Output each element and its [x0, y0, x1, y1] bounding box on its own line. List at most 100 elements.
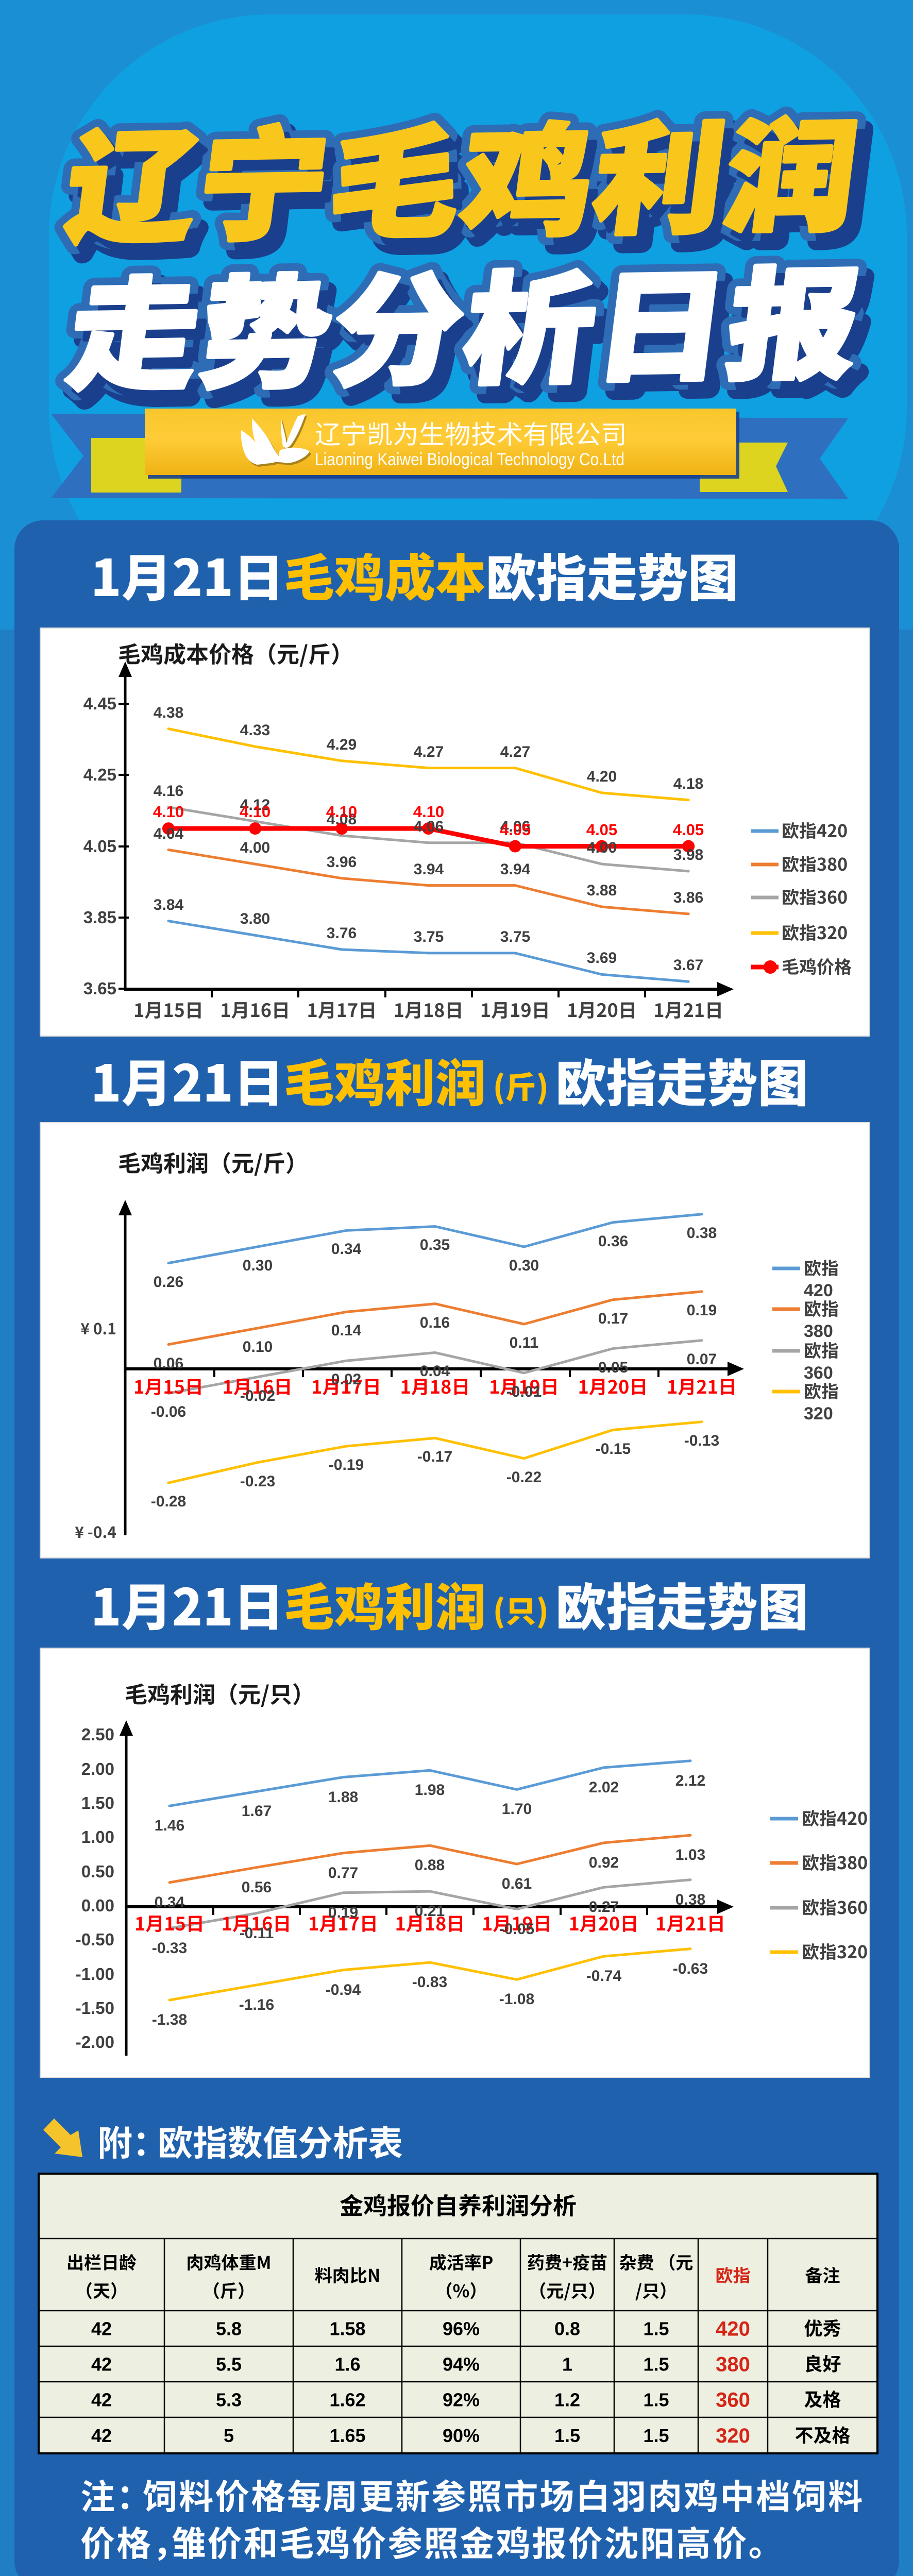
- svg-text:1.5: 1.5: [554, 2425, 580, 2446]
- svg-text:-0.06: -0.06: [151, 1403, 186, 1420]
- svg-text:-0.11: -0.11: [240, 1925, 274, 1942]
- svg-text:0.56: 0.56: [242, 1879, 272, 1896]
- svg-text:0.10: 0.10: [243, 1338, 273, 1355]
- svg-text:-1.50: -1.50: [76, 1998, 114, 2018]
- svg-text:4.45: 4.45: [83, 694, 116, 713]
- svg-text:0.77: 0.77: [328, 1865, 358, 1882]
- svg-text:4.10: 4.10: [413, 803, 444, 821]
- svg-text:-0.05: -0.05: [499, 1921, 534, 1938]
- svg-text:4.00: 4.00: [587, 839, 617, 856]
- svg-text:1.65: 1.65: [329, 2425, 365, 2446]
- svg-text:4.10: 4.10: [153, 803, 184, 821]
- svg-text:4.27: 4.27: [414, 743, 444, 760]
- svg-text:0.21: 0.21: [415, 1903, 445, 1920]
- svg-text:1.62: 1.62: [329, 2389, 365, 2411]
- svg-text:3.94: 3.94: [500, 861, 531, 878]
- svg-text:0.27: 0.27: [589, 1899, 619, 1916]
- svg-text:320: 320: [804, 1404, 833, 1423]
- svg-text:3.84: 3.84: [154, 896, 184, 913]
- svg-text:320: 320: [716, 2425, 750, 2447]
- svg-text:4.05: 4.05: [500, 821, 531, 839]
- svg-text:4.10: 4.10: [240, 803, 270, 821]
- svg-text:-0.13: -0.13: [684, 1432, 719, 1449]
- svg-text:4.08: 4.08: [327, 811, 357, 828]
- svg-text:0.04: 0.04: [420, 1363, 450, 1380]
- svg-text:4.18: 4.18: [673, 775, 703, 792]
- svg-text:1.5: 1.5: [643, 2318, 669, 2340]
- svg-text:-1.08: -1.08: [499, 1991, 534, 2008]
- svg-text:3.75: 3.75: [500, 928, 530, 945]
- svg-text:-0.15: -0.15: [596, 1440, 631, 1458]
- svg-text:0.05: 0.05: [598, 1359, 628, 1376]
- svg-text:4.04: 4.04: [154, 825, 184, 842]
- svg-text:5: 5: [224, 2425, 234, 2446]
- svg-text:360: 360: [804, 1363, 833, 1383]
- svg-text:90%: 90%: [443, 2425, 480, 2446]
- svg-text:420: 420: [716, 2318, 750, 2341]
- svg-text:0.26: 0.26: [154, 1274, 183, 1291]
- svg-text:1.5: 1.5: [643, 2425, 669, 2446]
- svg-text:-0.17: -0.17: [417, 1448, 452, 1465]
- svg-text:380: 380: [804, 1321, 833, 1341]
- svg-text:4.05: 4.05: [586, 821, 617, 839]
- svg-text:1.46: 1.46: [155, 1817, 184, 1834]
- svg-text:0.30: 0.30: [509, 1257, 539, 1274]
- svg-text:2.02: 2.02: [589, 1779, 619, 1796]
- svg-text:3.80: 3.80: [240, 910, 270, 927]
- svg-text:-0.01: -0.01: [506, 1383, 542, 1400]
- svg-text:0.19: 0.19: [687, 1302, 717, 1319]
- svg-text:96%: 96%: [443, 2318, 480, 2340]
- svg-text:-0.23: -0.23: [240, 1473, 275, 1490]
- svg-text:4.16: 4.16: [154, 783, 183, 800]
- svg-text:42: 42: [91, 2425, 112, 2446]
- svg-text:420: 420: [804, 1281, 833, 1300]
- svg-text:3.65: 3.65: [83, 979, 116, 998]
- svg-text:3.96: 3.96: [327, 854, 357, 871]
- svg-text:1.98: 1.98: [415, 1782, 445, 1799]
- svg-text:380: 380: [716, 2353, 750, 2376]
- svg-text:4.20: 4.20: [587, 768, 617, 785]
- svg-text:1: 1: [562, 2354, 572, 2375]
- svg-text:1.6: 1.6: [334, 2354, 360, 2375]
- svg-text:0.34: 0.34: [331, 1241, 362, 1258]
- svg-text:0.02: 0.02: [331, 1371, 361, 1388]
- svg-text:1.03: 1.03: [675, 1846, 705, 1863]
- svg-text:-0.28: -0.28: [151, 1493, 186, 1510]
- svg-text:0.16: 0.16: [420, 1314, 450, 1331]
- svg-text:3.86: 3.86: [673, 889, 703, 906]
- svg-text:0.17: 0.17: [598, 1310, 628, 1327]
- svg-text:0.07: 0.07: [687, 1351, 717, 1368]
- svg-text:1.70: 1.70: [502, 1801, 532, 1818]
- svg-text:3.76: 3.76: [327, 925, 357, 942]
- svg-text:0.06: 0.06: [154, 1355, 183, 1372]
- svg-text:-0.63: -0.63: [673, 1960, 708, 1977]
- svg-text:-1.38: -1.38: [152, 2011, 187, 2028]
- svg-text:0.36: 0.36: [598, 1233, 628, 1250]
- svg-text:4.06: 4.06: [414, 818, 444, 835]
- svg-text:4.38: 4.38: [154, 704, 183, 721]
- svg-text:1.67: 1.67: [242, 1803, 272, 1820]
- svg-text:1.5: 1.5: [643, 2389, 669, 2411]
- svg-text:4.12: 4.12: [240, 796, 270, 814]
- svg-text:1.5: 1.5: [643, 2354, 669, 2375]
- svg-text:3.85: 3.85: [83, 908, 116, 927]
- svg-text:4.27: 4.27: [500, 743, 530, 760]
- svg-text:0.88: 0.88: [415, 1857, 445, 1874]
- svg-text:0.61: 0.61: [502, 1875, 532, 1892]
- svg-text:-1.16: -1.16: [239, 1996, 274, 2013]
- svg-text:0.11: 0.11: [510, 1334, 539, 1351]
- svg-text:2.50: 2.50: [81, 1725, 114, 1744]
- svg-text:360: 360: [716, 2389, 750, 2412]
- svg-text:-0.74: -0.74: [586, 1968, 622, 1985]
- svg-text:3.98: 3.98: [673, 846, 703, 863]
- svg-text:4.06: 4.06: [500, 818, 530, 835]
- svg-text:1.2: 1.2: [554, 2389, 580, 2411]
- svg-text:1.00: 1.00: [81, 1827, 114, 1846]
- svg-text:94%: 94%: [443, 2354, 480, 2375]
- svg-text:3.94: 3.94: [414, 861, 444, 878]
- svg-text:-2.00: -2.00: [76, 2032, 114, 2052]
- svg-text:0.8: 0.8: [554, 2318, 580, 2340]
- svg-text:0.38: 0.38: [687, 1225, 717, 1242]
- svg-text:4.00: 4.00: [240, 839, 270, 856]
- svg-text:Liaoning Kaiwei Biological Tec: Liaoning Kaiwei Biological Technology Co…: [315, 450, 624, 469]
